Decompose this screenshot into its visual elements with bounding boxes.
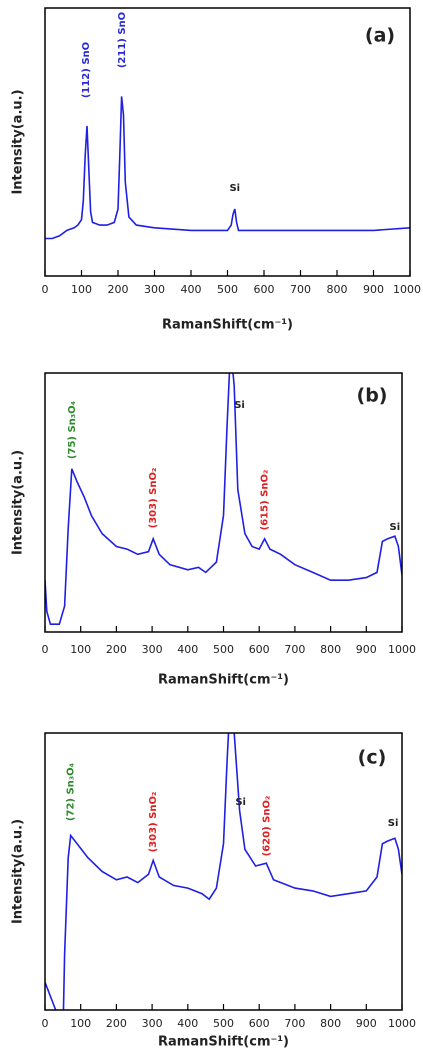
x-tick-label: 200 [106,1017,127,1030]
x-axis-label: RamanShift(cm⁻¹) [162,318,293,333]
panel-label: (a) [365,25,395,47]
peak-annotation: (72) Sn₃O₄ [66,763,77,821]
x-tick-label: 500 [217,283,238,296]
x-tick-label: 100 [70,1017,91,1030]
x-tick-label: 800 [320,1017,341,1030]
x-tick-label: 700 [284,1017,305,1030]
x-tick-label: 500 [213,1017,234,1030]
plot-frame [44,732,403,1011]
x-tick-label: 0 [42,283,49,296]
peak-annotation: (75) Sn₃O₄ [67,401,78,459]
x-tick-label: 900 [356,1017,377,1030]
x-tick-label: 200 [106,643,127,656]
x-tick-label: 900 [363,283,384,296]
x-tick-label: 400 [181,283,202,296]
x-tick-label: 1000 [388,1017,416,1030]
x-tick-label: 0 [42,643,49,656]
spectrum-line [45,96,410,240]
x-tick-label: 1000 [393,283,421,296]
spectrum-line [45,733,402,1010]
peak-annotation: (620) SnO₂ [261,796,272,857]
x-tick-label: 400 [177,1017,198,1030]
peak-annotation: (615) SnO₂ [260,470,271,531]
x-tick-label: 300 [144,283,165,296]
x-tick-label: 600 [249,643,270,656]
panel-label: (c) [358,747,387,769]
x-tick-label: 500 [213,643,234,656]
x-axis-label: RamanShift(cm⁻¹) [158,673,289,688]
peak-annotation: Si [390,522,401,533]
x-tick-label: 200 [108,283,129,296]
plot-frame [44,7,411,277]
x-tick-label: 300 [142,643,163,656]
x-tick-label: 700 [290,283,311,296]
peak-annotation: (303) SnO₂ [148,792,159,853]
x-tick-label: 600 [254,283,275,296]
x-tick-label: 100 [71,283,92,296]
peak-annotation: Si [388,818,399,829]
x-tick-label: 100 [70,643,91,656]
peak-annotation: Si [235,797,246,808]
x-tick-label: 1000 [388,643,416,656]
peak-annotation: Si [234,400,245,411]
x-axis-label: RamanShift(cm⁻¹) [158,1035,289,1050]
y-axis-label: Intensity(a.u.) [11,89,26,194]
x-tick-label: 300 [142,1017,163,1030]
x-tick-label: 700 [284,643,305,656]
peak-annotation: (211) SnO [117,12,128,68]
x-tick-label: 900 [356,643,377,656]
spectrum-line [45,373,402,625]
x-tick-label: 800 [327,283,348,296]
y-axis-label: Intensity(a.u.) [11,819,26,924]
panel-label: (b) [357,385,388,407]
y-axis-label: Intensity(a.u.) [11,450,26,555]
peak-annotation: Si [229,183,240,194]
x-tick-label: 800 [320,643,341,656]
x-tick-label: 0 [42,1017,49,1030]
x-tick-label: 400 [177,643,198,656]
peak-annotation: (112) SnO [81,42,92,98]
x-tick-label: 600 [249,1017,270,1030]
peak-annotation: (303) SnO₂ [148,468,159,529]
